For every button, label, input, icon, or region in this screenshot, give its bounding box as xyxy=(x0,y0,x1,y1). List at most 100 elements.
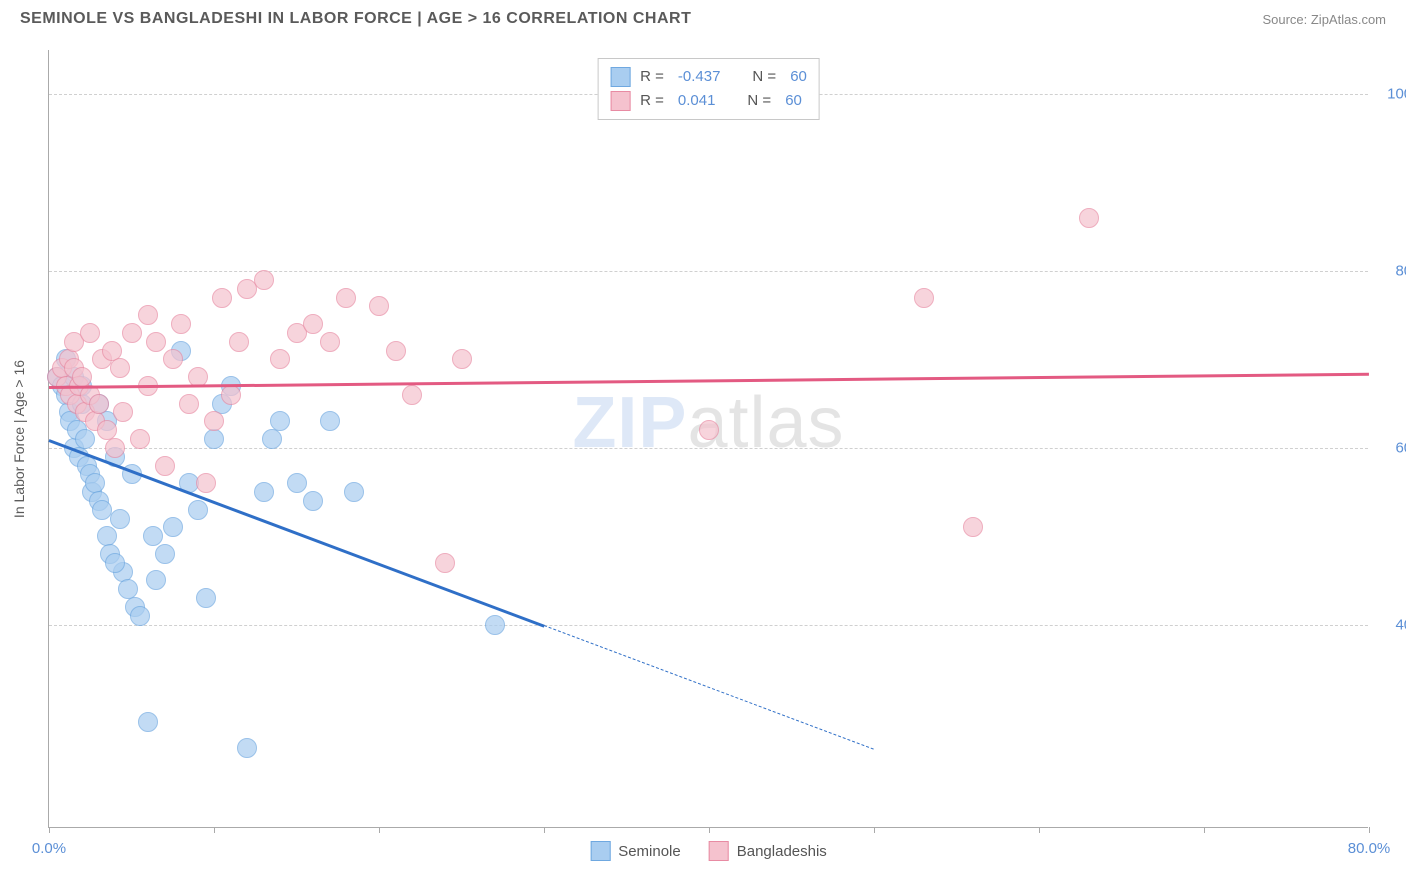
chart-source: Source: ZipAtlas.com xyxy=(1262,12,1386,27)
legend-series-item: Seminole xyxy=(590,841,681,861)
scatter-point xyxy=(270,411,290,431)
scatter-point xyxy=(138,305,158,325)
y-tick-label: 40.0% xyxy=(1378,616,1406,633)
legend-r-label: R = xyxy=(640,65,664,89)
scatter-point xyxy=(320,411,340,431)
legend-series-label: Bangladeshis xyxy=(737,843,827,860)
legend-n-value: 60 xyxy=(785,89,802,113)
scatter-point xyxy=(452,349,472,369)
scatter-point xyxy=(386,341,406,361)
gridline-h xyxy=(49,448,1368,449)
scatter-point xyxy=(196,588,216,608)
legend-n-label: N = xyxy=(747,89,771,113)
x-tick xyxy=(49,827,50,833)
legend-r-value: 0.041 xyxy=(678,89,716,113)
scatter-point xyxy=(80,323,100,343)
legend-stats-row: R = -0.437 N = 60 xyxy=(610,65,807,89)
scatter-point xyxy=(110,509,130,529)
scatter-point xyxy=(914,288,934,308)
scatter-point xyxy=(138,712,158,732)
x-tick-label: 80.0% xyxy=(1348,840,1391,857)
y-tick-label: 100.0% xyxy=(1378,86,1406,103)
scatter-point xyxy=(1079,208,1099,228)
legend-n-value: 60 xyxy=(790,65,807,89)
scatter-point xyxy=(155,456,175,476)
scatter-point xyxy=(229,332,249,352)
y-axis-label: In Labor Force | Age > 16 xyxy=(11,359,27,517)
scatter-point xyxy=(270,349,290,369)
scatter-point xyxy=(221,385,241,405)
scatter-point xyxy=(155,544,175,564)
x-tick xyxy=(874,827,875,833)
legend-swatch xyxy=(610,91,630,111)
y-tick-label: 80.0% xyxy=(1378,263,1406,280)
gridline-h xyxy=(49,625,1368,626)
scatter-point xyxy=(485,615,505,635)
legend-series-label: Seminole xyxy=(618,843,681,860)
scatter-point xyxy=(105,438,125,458)
trend-line-extrapolated xyxy=(544,625,874,750)
legend-swatch xyxy=(709,841,729,861)
scatter-point xyxy=(435,553,455,573)
scatter-point xyxy=(254,482,274,502)
legend-n-label: N = xyxy=(752,65,776,89)
scatter-point xyxy=(130,429,150,449)
y-tick-label: 60.0% xyxy=(1378,439,1406,456)
scatter-point xyxy=(287,473,307,493)
x-tick xyxy=(214,827,215,833)
scatter-point xyxy=(122,323,142,343)
scatter-point xyxy=(113,402,133,422)
scatter-point xyxy=(188,500,208,520)
chart-header: SEMINOLE VS BANGLADESHI IN LABOR FORCE |… xyxy=(0,0,1406,34)
scatter-point xyxy=(262,429,282,449)
trend-line xyxy=(49,439,545,627)
x-tick xyxy=(1369,827,1370,833)
scatter-point xyxy=(204,411,224,431)
scatter-point xyxy=(171,314,191,334)
scatter-point xyxy=(963,517,983,537)
x-tick xyxy=(709,827,710,833)
trend-line xyxy=(49,373,1369,389)
legend-r-label: R = xyxy=(640,89,664,113)
legend-swatch xyxy=(590,841,610,861)
x-tick xyxy=(379,827,380,833)
x-tick xyxy=(1204,827,1205,833)
legend-r-value: -0.437 xyxy=(678,65,721,89)
legend-stats-row: R = 0.041 N = 60 xyxy=(610,89,807,113)
scatter-point xyxy=(163,517,183,537)
scatter-point xyxy=(196,473,216,493)
scatter-point xyxy=(303,314,323,334)
scatter-point xyxy=(75,429,95,449)
scatter-point xyxy=(402,385,422,405)
scatter-point xyxy=(130,606,150,626)
legend-stats: R = -0.437 N = 60 R = 0.041 N = 60 xyxy=(597,58,820,120)
scatter-point xyxy=(146,332,166,352)
scatter-point xyxy=(105,553,125,573)
chart-title: SEMINOLE VS BANGLADESHI IN LABOR FORCE |… xyxy=(20,10,691,28)
scatter-point xyxy=(369,296,389,316)
scatter-point xyxy=(92,500,112,520)
scatter-chart: In Labor Force | Age > 16 ZIPatlas 40.0%… xyxy=(48,50,1368,828)
scatter-point xyxy=(89,394,109,414)
legend-series-item: Bangladeshis xyxy=(709,841,827,861)
scatter-point xyxy=(110,358,130,378)
x-tick xyxy=(1039,827,1040,833)
scatter-point xyxy=(237,738,257,758)
legend-swatch xyxy=(610,67,630,87)
scatter-point xyxy=(336,288,356,308)
legend-series: Seminole Bangladeshis xyxy=(590,841,827,861)
scatter-point xyxy=(320,332,340,352)
scatter-point xyxy=(254,270,274,290)
scatter-point xyxy=(163,349,183,369)
x-tick xyxy=(544,827,545,833)
scatter-point xyxy=(179,394,199,414)
scatter-point xyxy=(146,570,166,590)
scatter-point xyxy=(204,429,224,449)
scatter-point xyxy=(303,491,323,511)
gridline-h xyxy=(49,271,1368,272)
scatter-point xyxy=(699,420,719,440)
x-tick-label: 0.0% xyxy=(32,840,66,857)
scatter-point xyxy=(212,288,232,308)
scatter-point xyxy=(344,482,364,502)
scatter-point xyxy=(143,526,163,546)
